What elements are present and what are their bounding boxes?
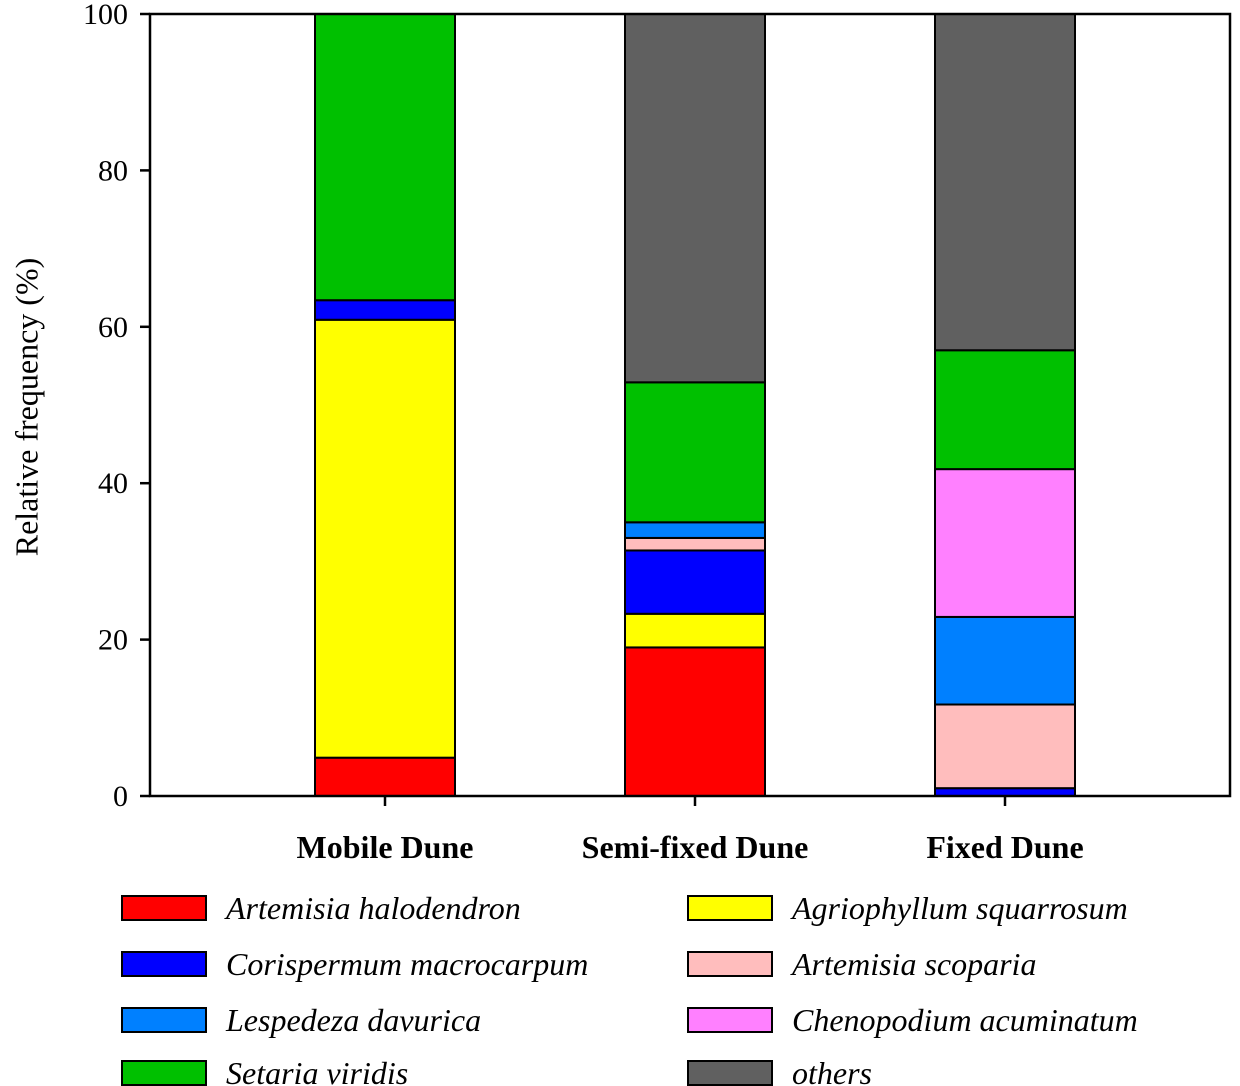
y-axis: 0 20 40 60 80 100 xyxy=(83,0,150,813)
y-tick-label: 0 xyxy=(113,780,128,813)
legend-swatch xyxy=(121,1060,207,1086)
x-category-label: Mobile Dune xyxy=(297,829,474,865)
bar-segment-2-1 xyxy=(624,646,766,797)
y-tick-label: 60 xyxy=(98,311,128,344)
y-axis-label: Relative frequency (%) xyxy=(8,258,44,557)
legend-swatch xyxy=(121,895,207,921)
legend-label: Agriophyllum squarrosum xyxy=(790,890,1128,926)
bar-segment-3-6 xyxy=(934,468,1076,618)
y-tick-label: 80 xyxy=(98,154,128,187)
bar-segment-3-8 xyxy=(934,13,1076,352)
bar-segment-3-7 xyxy=(934,349,1076,471)
legend-swatch xyxy=(687,895,773,921)
legend-label: Setaria viridis xyxy=(226,1055,408,1086)
bar-segment-2-3 xyxy=(624,549,766,615)
legend-label: others xyxy=(792,1055,872,1086)
bar-segment-1-7 xyxy=(314,13,456,302)
x-category-label: Semi-fixed Dune xyxy=(582,829,809,865)
bar-segment-1-1 xyxy=(314,756,456,798)
legend-label: Chenopodium acuminatum xyxy=(792,1002,1138,1038)
legend-label: Corispermum macrocarpum xyxy=(226,946,588,982)
x-category-label: Fixed Dune xyxy=(926,829,1083,865)
bar-segment-3-4 xyxy=(934,703,1076,790)
legend-swatch xyxy=(687,951,773,977)
legend-swatch xyxy=(687,1060,773,1086)
plot-area-frame xyxy=(148,12,1232,798)
legend-label: Lespedeza davurica xyxy=(225,1002,481,1038)
legend: Artemisia halodendron Agriophyllum squarr… xyxy=(121,890,1138,1086)
legend-label: Artemisia halodendron xyxy=(224,890,521,926)
bar-segment-2-4 xyxy=(624,536,766,552)
y-tick-label: 20 xyxy=(98,624,128,657)
bar-segment-2-8 xyxy=(624,13,766,384)
legend-swatch xyxy=(121,1007,207,1033)
y-tick-label: 100 xyxy=(83,0,128,31)
bar-segment-3-5 xyxy=(934,615,1076,706)
bar-segment-1-2 xyxy=(314,318,456,759)
legend-swatch xyxy=(121,951,207,977)
legend-swatch xyxy=(687,1007,773,1033)
x-axis: Mobile Dune Semi-fixed Dune Fixed Dune xyxy=(297,796,1084,865)
legend-label: Artemisia scoparia xyxy=(790,946,1036,982)
bar-segment-2-7 xyxy=(624,381,766,524)
y-tick-label: 40 xyxy=(98,467,128,500)
bar-segment-2-5 xyxy=(624,521,766,539)
bar-segment-2-2 xyxy=(624,612,766,649)
bars-group xyxy=(314,13,1076,798)
bar-segment-1-3 xyxy=(314,299,456,321)
